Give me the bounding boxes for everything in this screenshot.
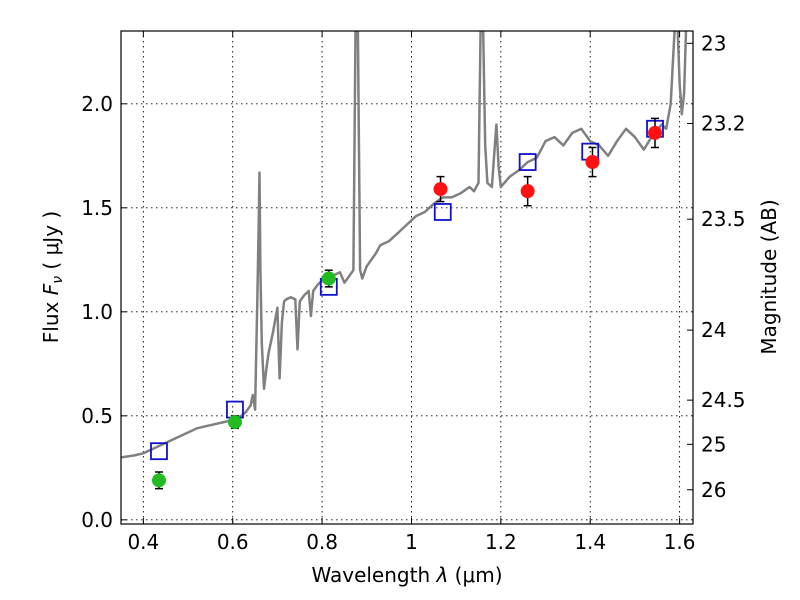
plot-frame: [120, 30, 694, 525]
x-tick-label: 1.6: [664, 530, 696, 554]
x-tick-label: 1.4: [574, 530, 606, 554]
model-square-marker: [433, 203, 452, 221]
green-data-point: [151, 473, 166, 488]
y-tick-label: 0.0: [81, 508, 113, 532]
model-square-marker: [518, 153, 537, 171]
y2-tick-label: 23: [701, 31, 726, 55]
y-axis-label: Flux Fν ( μJy ): [39, 211, 66, 343]
model-square-marker: [150, 442, 168, 461]
model-spectrum-line: [121, 31, 688, 459]
y-tick-label: 0.5: [81, 404, 113, 428]
green-data-point: [227, 415, 242, 430]
red-data-point: [585, 155, 600, 170]
y2-tick-label: 26: [701, 478, 726, 502]
y2-tick-label: 23.2: [701, 111, 746, 135]
y-tick-label: 2.0: [81, 92, 113, 116]
y-tick-label: 1.0: [81, 300, 113, 324]
plot-area: [121, 31, 688, 490]
green-data-point: [321, 271, 336, 286]
grid: [121, 31, 693, 524]
red-data-point: [648, 125, 663, 140]
x-tick-label: 1: [405, 530, 418, 554]
y2-tick-label: 23.5: [701, 207, 746, 231]
y2-tick-label: 24: [701, 318, 726, 342]
x-tick-label: 1.2: [485, 530, 517, 554]
x-tick-label: 0.8: [306, 530, 338, 554]
y2-tick-label: 25: [701, 432, 726, 456]
x-axis-label: Wavelength λ (μm): [311, 563, 502, 587]
axis-ticks: 0.4 0.6 0.8 1 1.2 1.4 1.6 0.0 0.5 1.0 1.5 2.0 23 23.2…: [81, 31, 746, 554]
x-tick-label: 0.4: [127, 530, 159, 554]
x-tick-label: 0.6: [217, 530, 249, 554]
red-data-point: [433, 182, 448, 197]
y2-tick-label: 24.5: [701, 388, 746, 412]
y2-axis-label: Magnitude (AB): [757, 199, 781, 354]
y-tick-label: 1.5: [81, 196, 113, 220]
red-data-point: [520, 184, 535, 199]
